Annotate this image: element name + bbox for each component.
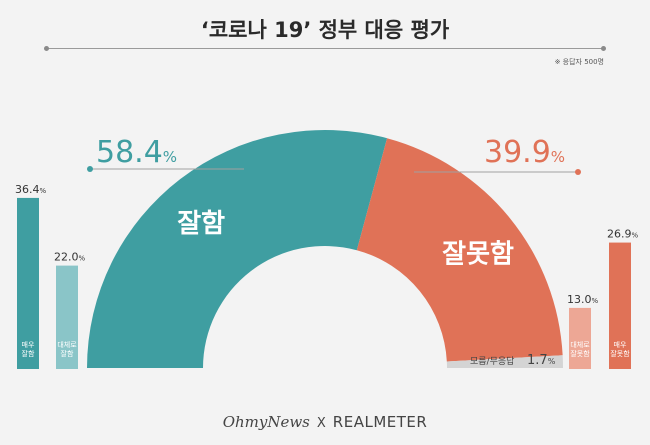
bar-매우-잘못함 (609, 242, 631, 369)
bar-label-line: 대체로 (570, 341, 590, 349)
bar-label-대체로-잘못함: 대체로 잘못함 (570, 341, 590, 358)
footer-brands: OhmyNews X REALMETER (0, 413, 650, 431)
bar-value-대체로-잘함: 22.0% (54, 251, 86, 264)
donut-segment-잘함 (87, 130, 388, 368)
bar-value-대체로-잘못함: 13.0% (567, 293, 599, 306)
donut-label-잘함: 잘함 (177, 209, 225, 239)
percent-unit: % (551, 148, 565, 166)
bar-label-대체로-잘함: 대체로 잘함 (57, 341, 77, 358)
percent-callout-잘못함: 39.9% (484, 135, 565, 170)
bar-label-매우-잘못함: 매우 잘못함 (610, 341, 630, 358)
bar-label-line: 잘함 (61, 349, 74, 358)
bar-label-line: 대체로 (57, 341, 77, 349)
bar-label-line: 잘못함 (610, 349, 630, 358)
donut-segment-모름-무응답 (446, 355, 563, 368)
donut-segment-잘못함 (356, 138, 563, 362)
bar-unit: % (79, 255, 86, 263)
callout-dot-잘함 (87, 166, 93, 172)
bar-value-매우-잘함: 36.4% (15, 183, 47, 196)
rule-dot-right (601, 46, 606, 51)
brand-separator: X (316, 416, 326, 431)
bar-label-line: 잘못함 (570, 349, 590, 358)
bar-label-line: 잘함 (22, 349, 35, 358)
bar-label-line: 매우 (22, 341, 35, 349)
bar-unit: % (40, 187, 47, 195)
callout-dot-잘못함 (575, 169, 581, 175)
bar-대체로-잘함 (56, 265, 78, 369)
bar-label-매우-잘함: 매우 잘함 (22, 341, 35, 358)
percent-unit: % (163, 148, 177, 166)
chart-title: ‘코로나 19’ 정부 대응 평가 (200, 18, 450, 42)
rule-dot-left (44, 46, 49, 51)
brand-realmeter: REALMETER (332, 413, 428, 431)
bar-unit: % (632, 232, 639, 240)
brand-ohmynews: OhmyNews (222, 413, 310, 431)
percent-callout-잘함: 58.4% (96, 135, 177, 170)
bar-label-line: 매우 (614, 341, 627, 349)
bar-value-매우-잘못함: 26.9% (607, 228, 639, 241)
title-rule (44, 46, 606, 51)
bar-매우-잘함 (17, 197, 39, 369)
sample-size-note: ※ 응답자 500명 (554, 58, 604, 66)
neutral-unit: % (548, 357, 556, 366)
bar-unit: % (592, 297, 599, 305)
neutral-label: 모름/무응답 (470, 355, 514, 367)
donut-label-잘못함: 잘못함 (442, 239, 514, 269)
bar-대체로-잘못함 (569, 307, 591, 369)
neutral-value: 1.7% (527, 353, 556, 368)
